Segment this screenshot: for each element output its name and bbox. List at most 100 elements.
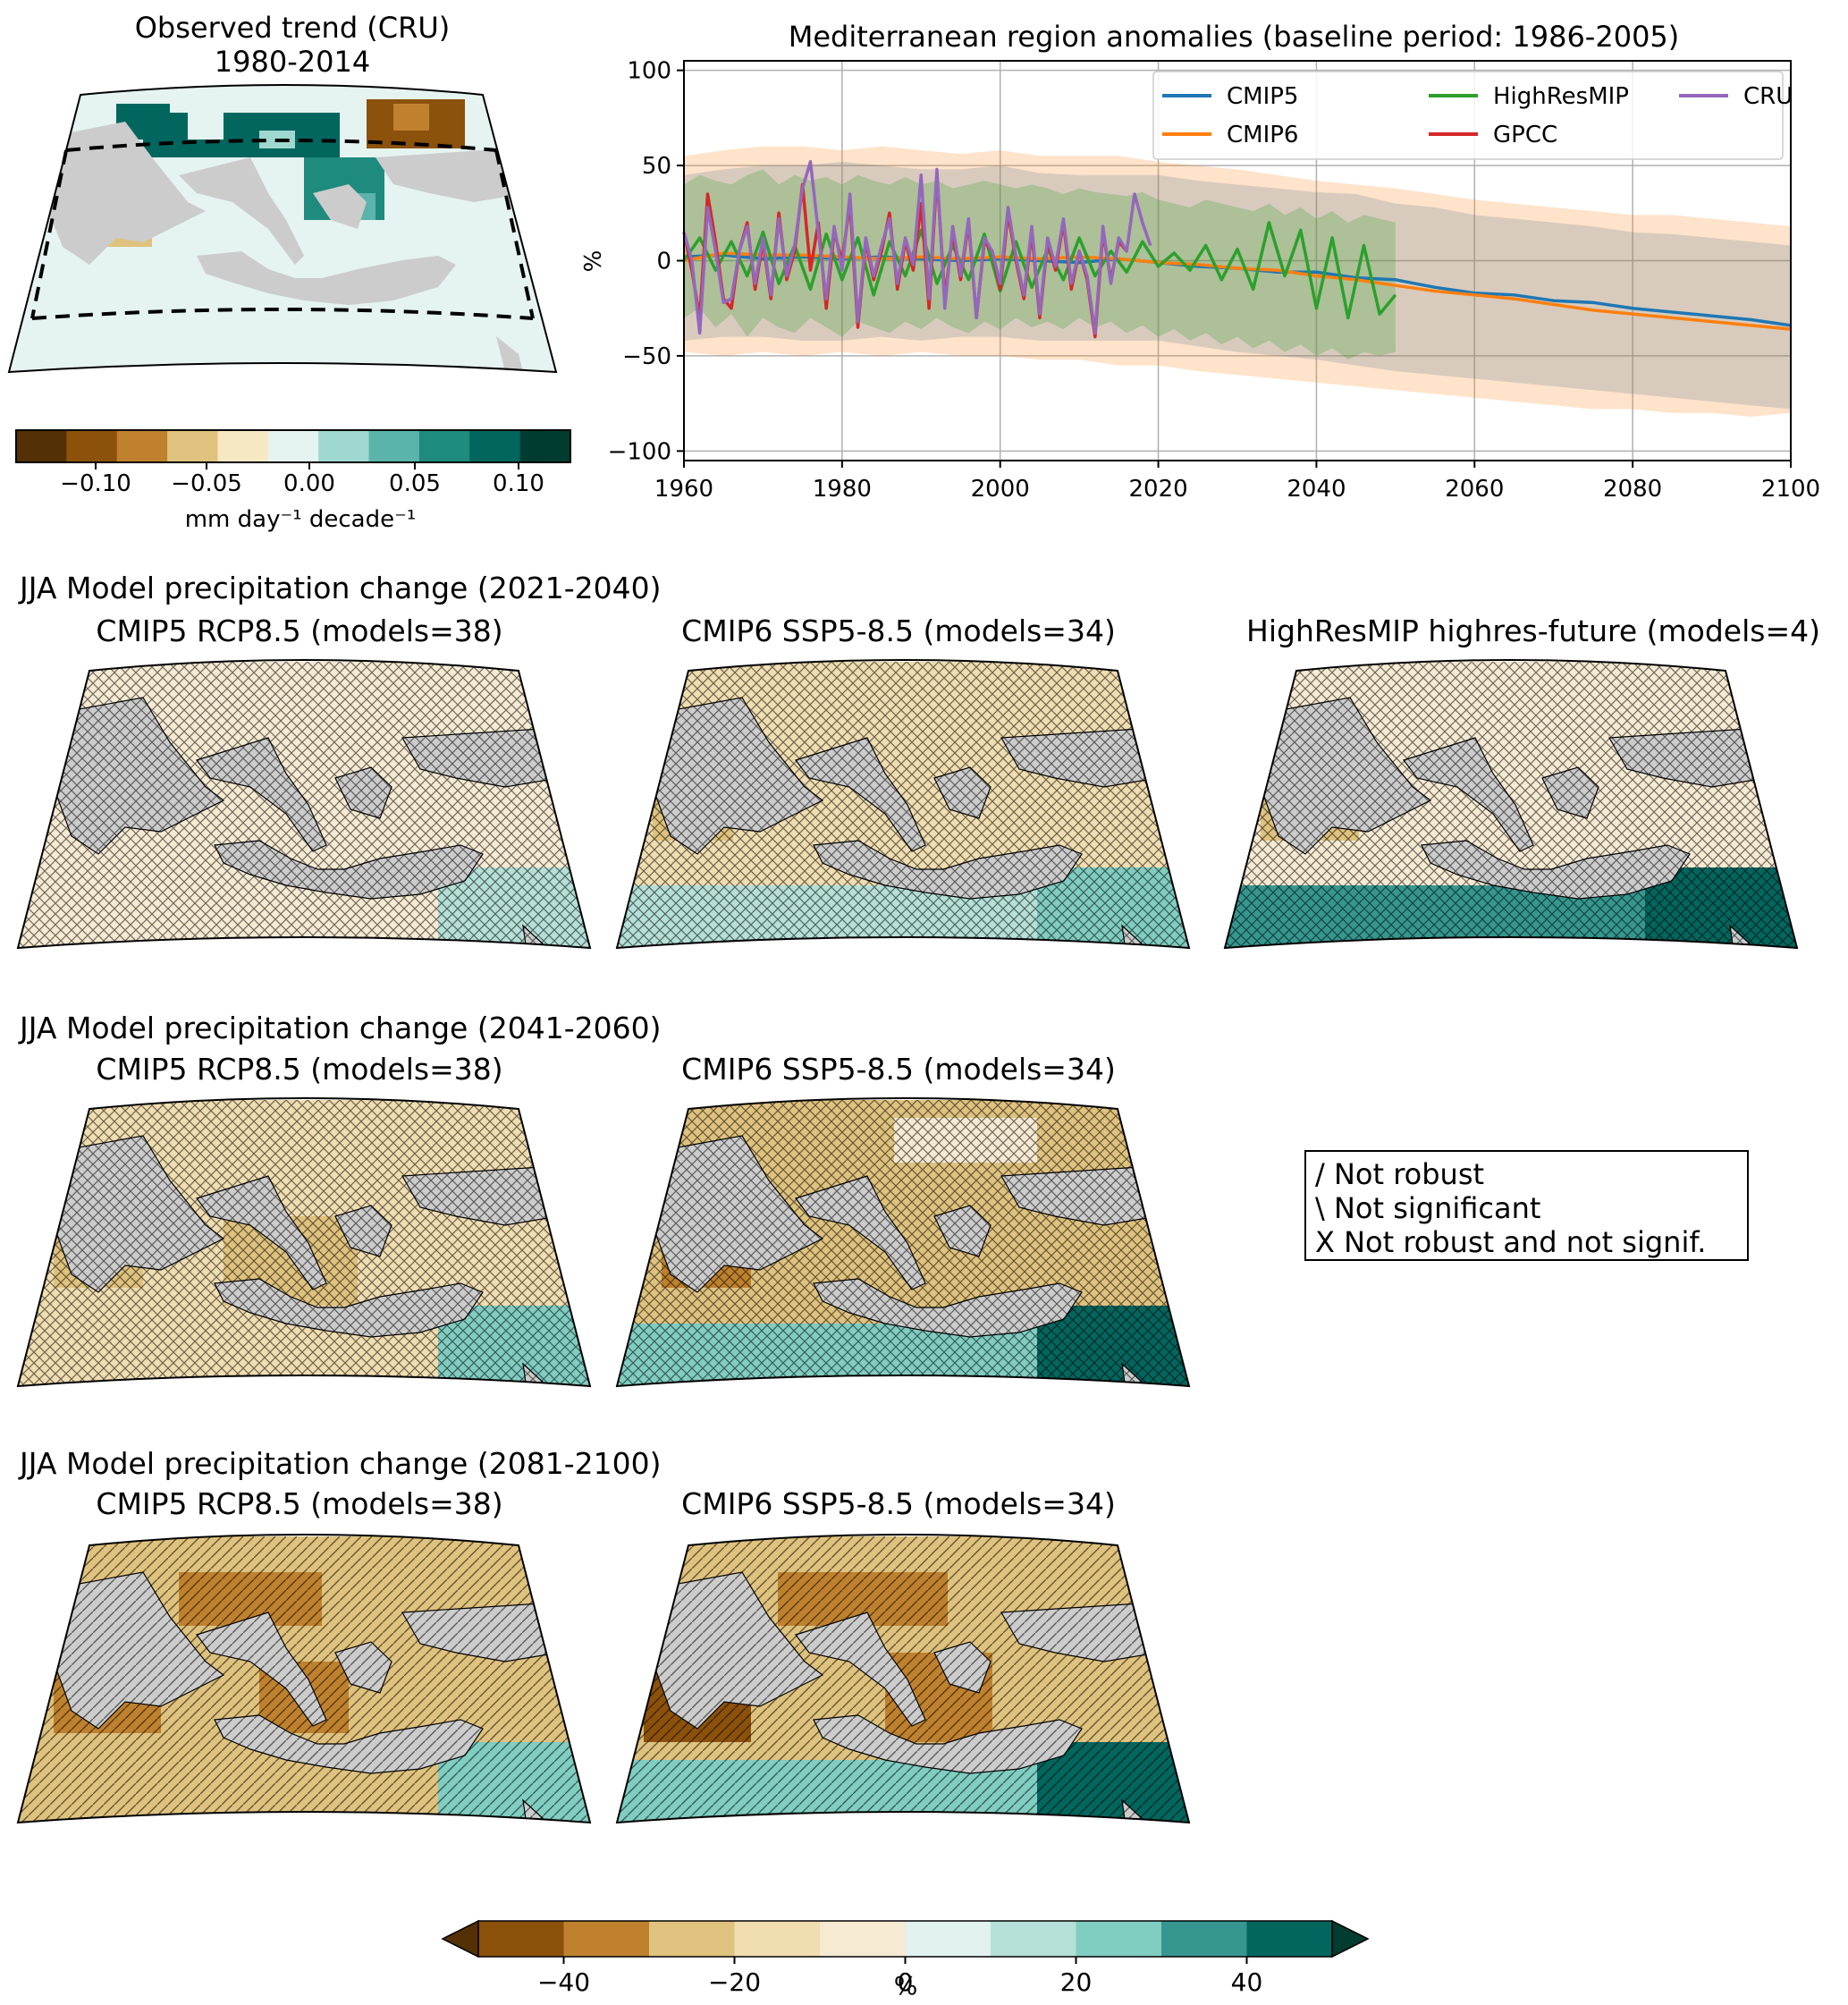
obs-colorbar-segment (167, 430, 218, 462)
row1-panel3-title: HighResMIP highres-future (models=4) (1246, 613, 1820, 648)
obs-colorbar-segment (267, 430, 319, 462)
band-cmip5 (684, 161, 1791, 410)
row3-panel2-title: CMIP6 SSP5-8.5 (models=34) (681, 1486, 1116, 1521)
obs-colorbar-tick: −0.05 (171, 470, 242, 497)
model-map-r3p1 (16, 1534, 592, 1824)
percent-colorbar-tick: −40 (536, 1967, 591, 1997)
model-map-r1p2 (615, 659, 1191, 950)
percent-colorbar-tick: 40 (1230, 1967, 1263, 1997)
map-frame (615, 1534, 1191, 1824)
obs-colorbar-tick: 0.00 (283, 470, 335, 497)
y-tick-label: −50 (622, 343, 671, 370)
model-map-r2p1 (16, 1097, 592, 1388)
series-line-cru (682, 160, 1152, 335)
hatch-legend-item-not-significant: \ Not significant (1315, 1191, 1541, 1225)
x-tick-label: 2080 (1603, 476, 1662, 503)
model-map-r3p2 (615, 1534, 1191, 1824)
row1-panel1-title: CMIP5 RCP8.5 (models=38) (96, 613, 503, 648)
y-tick-label: 50 (642, 153, 671, 180)
model-map-r1p1 (16, 659, 592, 950)
percent-colorbar (441, 1919, 1370, 1964)
obs-colorbar (15, 429, 571, 470)
hatch-overlay (617, 1100, 1189, 1386)
y-tick-label: 100 (627, 58, 671, 85)
obs-colorbar-tick: 0.05 (389, 470, 441, 497)
row3-panel1-title: CMIP5 RCP8.5 (models=38) (96, 1486, 503, 1521)
obs-colorbar-segment (217, 430, 269, 462)
map-frame (615, 1097, 1191, 1388)
percent-colorbar-segment (478, 1921, 564, 1957)
percent-colorbar-segment (734, 1921, 821, 1957)
x-tick-label: 2040 (1287, 476, 1346, 503)
obs-colorbar-segment (16, 430, 67, 462)
legend-label-highresmip: HighResMIP (1493, 83, 1629, 110)
map-frame (16, 659, 592, 950)
legend-label-cmip5: CMIP5 (1227, 83, 1298, 110)
obs-colorbar-segment (318, 430, 370, 462)
obs-colorbar-tick: −0.10 (60, 470, 131, 497)
percent-colorbar-segment (1161, 1921, 1247, 1957)
colorbar-extend-high (1331, 1919, 1370, 1958)
row1-header: JJA Model precipitation change (2021-204… (20, 571, 662, 605)
percent-colorbar-segment (649, 1921, 735, 1957)
band-cmip6 (684, 146, 1791, 418)
map-frame (615, 659, 1191, 950)
row2-panel2-title: CMIP6 SSP5-8.5 (models=34) (681, 1052, 1116, 1087)
x-tick-label: 2000 (971, 476, 1030, 503)
hatch-overlay (18, 1536, 590, 1823)
obs-title-line2: 1980-2014 (214, 45, 371, 79)
x-tick-label: 2100 (1761, 476, 1820, 503)
obs-colorbar-label: mm day⁻¹ decade⁻¹ (184, 506, 417, 533)
hatch-overlay (1225, 662, 1797, 948)
hatch-overlay (617, 662, 1189, 948)
x-tick-label: 1980 (813, 476, 872, 503)
row2-header: JJA Model precipitation change (2041-206… (20, 1011, 662, 1045)
obs-colorbar-segment (368, 430, 420, 462)
y-axis-label: % (580, 250, 607, 273)
legend-label-cru: CRU (1743, 83, 1793, 110)
percent-colorbar-tick: 20 (1059, 1967, 1093, 1997)
hatch-legend: / Not robust \ Not significant X Not rob… (1304, 1150, 1749, 1261)
colorbar-extend-low (441, 1919, 479, 1958)
timeseries-chart: 1960 1980 2000 2020 2040 2060 2080 2100 100 50 0 −5… (580, 58, 1820, 503)
obs-colorbar-segment (418, 430, 470, 462)
map-frame (16, 1534, 592, 1824)
obs-colorbar-segment (469, 430, 521, 462)
y-tick-label: −100 (608, 438, 671, 465)
ts-legend (1152, 71, 1784, 160)
model-map-r2p2 (615, 1097, 1191, 1388)
hatch-overlay (617, 1536, 1189, 1823)
percent-colorbar-segment (820, 1921, 906, 1957)
percent-colorbar-tick: 0 (897, 1967, 914, 1997)
percent-colorbar-segment (563, 1921, 650, 1957)
legend-label-gpcc: GPCC (1493, 122, 1557, 148)
hatch-overlay (18, 662, 590, 948)
obs-colorbar-segment (66, 430, 118, 462)
map-frame (16, 1097, 592, 1388)
y-tick-label: 0 (656, 249, 671, 275)
x-tick-label: 1960 (654, 476, 713, 503)
legend-label-cmip6: CMIP6 (1227, 122, 1298, 148)
row1-panel2-title: CMIP6 SSP5-8.5 (models=34) (681, 613, 1116, 648)
obs-title-line1: Observed trend (CRU) (134, 11, 451, 45)
series-line-highresmip (682, 221, 1397, 320)
percent-colorbar-label: % (893, 1971, 918, 2001)
percent-colorbar-segment (991, 1921, 1076, 1957)
x-tick-label: 2060 (1445, 476, 1504, 503)
hatch-legend-item-not-robust: / Not robust (1315, 1157, 1485, 1191)
obs-colorbar-segment (116, 430, 168, 462)
x-tick-label: 2020 (1128, 476, 1187, 503)
ts-chart-title: Mediterranean region anomalies (baseline… (788, 20, 1680, 54)
row3-header: JJA Model precipitation change (2081-210… (20, 1446, 662, 1481)
percent-colorbar-segment (1246, 1921, 1333, 1957)
percent-colorbar-tick: −20 (707, 1967, 762, 1997)
percent-colorbar-segment (1076, 1921, 1162, 1957)
percent-colorbar-segment (905, 1921, 992, 1957)
hatch-legend-item-both: X Not robust and not signif. (1315, 1225, 1707, 1259)
hatch-overlay (18, 1100, 590, 1386)
model-map-r1p3 (1223, 659, 1799, 950)
obs-colorbar-segment (519, 430, 571, 462)
map-frame (1223, 659, 1799, 950)
observed-trend-map (7, 84, 558, 374)
